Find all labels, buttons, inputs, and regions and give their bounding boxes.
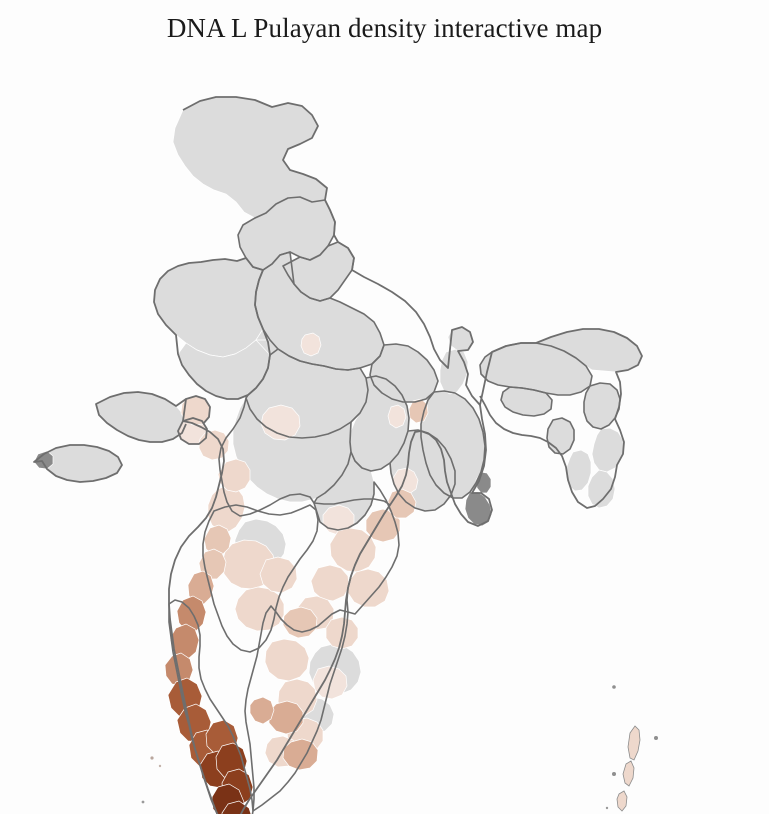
choropleth-map[interactable]	[0, 52, 769, 814]
dark-gray-regions	[34, 451, 492, 526]
state-boundaries	[34, 97, 642, 814]
india-district-map[interactable]	[0, 52, 769, 814]
page-title: DNA L Pulayan density interactive map	[166, 13, 603, 43]
level-7-regions	[200, 743, 253, 805]
level-4-regions	[188, 571, 318, 770]
small-islands	[141, 685, 658, 810]
